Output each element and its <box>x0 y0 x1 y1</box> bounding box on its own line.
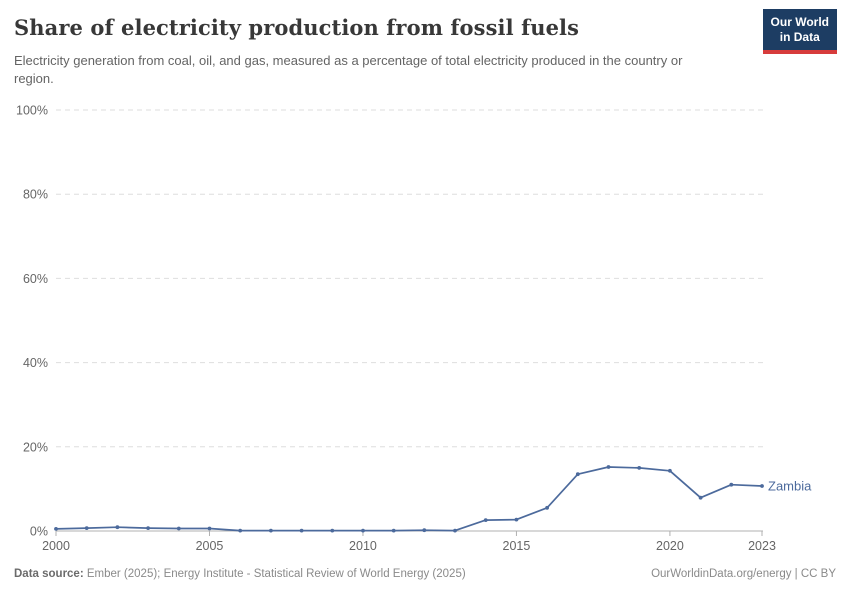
x-tick-label: 2020 <box>656 539 684 553</box>
logo-line-1: Our World <box>770 15 829 29</box>
data-source-note: Data source: Ember (2025); Energy Instit… <box>14 568 466 580</box>
y-tick-label: 100% <box>16 104 48 118</box>
chart-footer: Data source: Ember (2025); Energy Instit… <box>14 568 836 580</box>
series-line-zambia[interactable] <box>55 466 763 532</box>
data-point-zambia-2021[interactable] <box>698 495 703 500</box>
data-point-zambia-2001[interactable] <box>84 526 89 530</box>
data-point-zambia-2008[interactable] <box>299 528 304 533</box>
y-tick-label: 0% <box>30 525 48 539</box>
y-tick-label: 20% <box>23 440 48 454</box>
data-point-zambia-2015[interactable] <box>514 517 519 522</box>
data-point-zambia-2005[interactable] <box>207 526 212 531</box>
x-tick-label: 2023 <box>748 539 776 553</box>
data-point-zambia-2004[interactable] <box>176 526 181 531</box>
data-point-zambia-2014[interactable] <box>483 518 488 522</box>
owid-logo[interactable]: Our World in Data <box>762 9 837 54</box>
y-tick-label: 40% <box>23 356 48 370</box>
y-tick-label: 80% <box>23 188 48 202</box>
data-point-zambia-2009[interactable] <box>330 528 335 533</box>
data-point-zambia-2000[interactable] <box>54 527 58 531</box>
data-point-zambia-2023[interactable] <box>760 484 764 488</box>
logo-line-2: in Data <box>779 30 820 44</box>
data-point-zambia-2022[interactable] <box>729 482 734 487</box>
data-point-zambia-2013[interactable] <box>453 528 457 533</box>
x-tick-label: 2010 <box>349 539 377 553</box>
data-point-zambia-2012[interactable] <box>422 528 427 533</box>
data-point-zambia-2002[interactable] <box>115 525 120 530</box>
chart-subtitle: Electricity generation from coal, oil, a… <box>14 53 683 86</box>
data-point-zambia-2006[interactable] <box>238 528 243 533</box>
data-source-text: Ember (2025); Energy Institute - Statist… <box>83 568 466 580</box>
data-point-zambia-2020[interactable] <box>668 468 672 473</box>
footer-link[interactable]: OurWorldinData.org/energy | CC BY <box>651 568 836 580</box>
data-point-zambia-2003[interactable] <box>146 526 151 530</box>
y-tick-label: 60% <box>23 272 48 286</box>
chart-title: Share of electricity production from fos… <box>14 15 580 40</box>
data-source-label: Data source: <box>14 568 84 580</box>
data-point-zambia-2018[interactable] <box>606 465 611 469</box>
line-chart[interactable]: 0% 20% 40% 60% 80% 100% 2000 2005 2010 2015 2020 20… <box>0 100 850 560</box>
x-tick-label: 2005 <box>196 539 224 553</box>
data-point-zambia-2011[interactable] <box>391 528 396 533</box>
data-point-zambia-2019[interactable] <box>637 466 642 470</box>
x-tick-label: 2000 <box>42 539 70 553</box>
data-point-zambia-2007[interactable] <box>269 528 273 533</box>
x-tick-label: 2015 <box>503 539 531 553</box>
data-point-zambia-2017[interactable] <box>575 472 580 477</box>
data-point-zambia-2016[interactable] <box>545 505 549 510</box>
data-point-zambia-2010[interactable] <box>361 528 365 533</box>
series-label-zambia[interactable]: Zambia <box>768 478 812 493</box>
